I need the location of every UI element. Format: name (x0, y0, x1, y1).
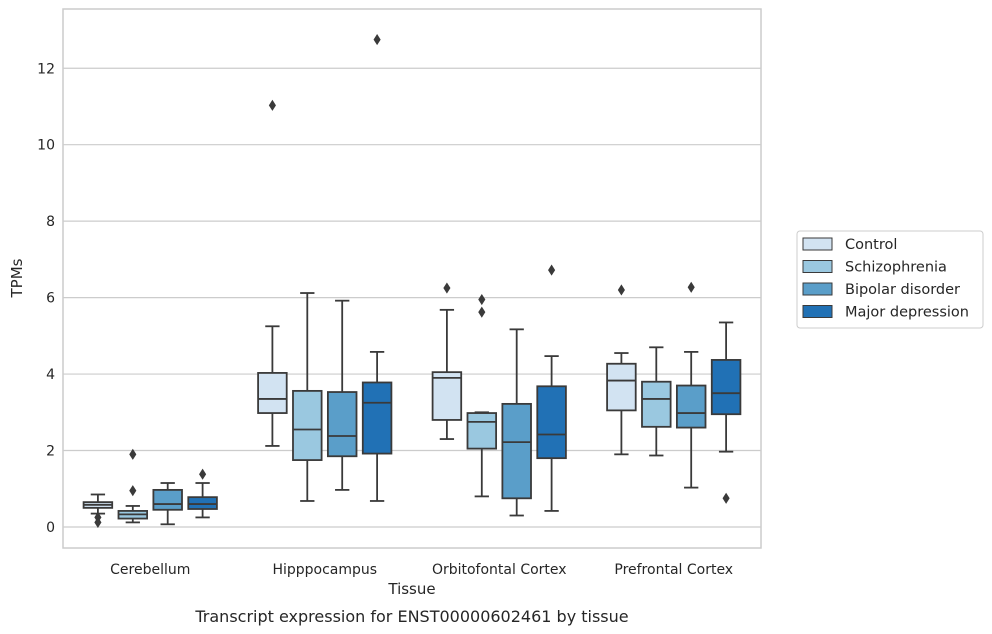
y-tick-label: 2 (46, 444, 55, 460)
y-axis-label: TPMs (8, 258, 26, 298)
y-tick-label: 6 (46, 291, 55, 307)
box-control (606, 284, 637, 456)
outlier-point (129, 485, 137, 497)
outlier-point (478, 306, 486, 318)
box-iqr (361, 381, 393, 455)
y-tick-label: 12 (37, 61, 55, 77)
y-tick-label: 10 (37, 138, 55, 154)
legend-swatch (802, 282, 833, 296)
chart-title: Transcript expression for ENST0000060246… (194, 607, 628, 626)
outlier-point (268, 99, 276, 111)
y-tick-labels: 0 2 4 6 8 10 12 (37, 61, 55, 536)
legend-label: Control (845, 237, 897, 253)
legend-swatch (802, 260, 833, 273)
box-iqr (710, 359, 742, 416)
box-schizophrenia (466, 293, 498, 498)
box-iqr (641, 380, 672, 428)
box-iqr (257, 372, 288, 414)
box-major-depression (187, 468, 218, 519)
box-iqr (675, 384, 707, 429)
x-tick-label: Hipppocampus (272, 562, 377, 578)
box-iqr (501, 402, 532, 500)
box-iqr (431, 371, 463, 421)
legend-label: Major depression (845, 305, 969, 321)
legend-swatch (802, 305, 833, 318)
outlier-point (617, 284, 625, 296)
outlier-point (129, 448, 137, 460)
y-tick-label: 8 (46, 214, 55, 230)
legend: Control Schizophrenia Bipolar disorder Majo… (796, 230, 984, 329)
box-bipolar-disorder (152, 482, 183, 526)
outlier-point (722, 492, 730, 504)
box-iqr (326, 391, 358, 458)
x-tick-label: Orbitofontal Cortex (432, 562, 567, 578)
box-bipolar-disorder (326, 299, 358, 491)
box-iqr (536, 385, 567, 460)
y-tick-label: 4 (46, 367, 55, 383)
boxes (82, 34, 742, 528)
box-bipolar-disorder (501, 328, 532, 517)
y-tick-label: 0 (46, 520, 55, 536)
box-control (431, 282, 463, 440)
x-tick-labels: Cerebellum Hipppocampus Orbitofontal Corte… (110, 562, 733, 578)
box-iqr (187, 496, 218, 510)
outlier-point (478, 293, 486, 306)
outlier-point (94, 516, 102, 528)
legend-label: Bipolar disorder (845, 282, 960, 298)
grid-lines (63, 67, 761, 528)
box-control (82, 493, 114, 528)
legend-label: Schizophrenia (845, 260, 947, 276)
box-major-depression (710, 321, 742, 504)
outlier-point (443, 282, 451, 294)
box-major-depression (536, 264, 567, 512)
box-schizophrenia (292, 292, 323, 502)
x-tick-label: Prefrontal Cortex (614, 562, 733, 578)
box-bipolar-disorder (675, 281, 707, 489)
legend-swatch (802, 237, 833, 251)
box-iqr (466, 412, 498, 450)
outlier-point (199, 468, 207, 480)
box-iqr (292, 389, 323, 461)
x-tick-label: Cerebellum (110, 562, 190, 578)
box-schizophrenia (641, 346, 672, 457)
box-schizophrenia (117, 448, 149, 524)
outlier-point (687, 281, 695, 293)
legend-frame (796, 230, 984, 329)
outlier-point (373, 34, 381, 46)
outlier-point (548, 264, 556, 276)
box-control (257, 99, 288, 447)
box-major-depression (361, 34, 393, 502)
box-iqr (152, 488, 183, 511)
box-iqr (606, 362, 637, 412)
plot-frame (62, 8, 762, 549)
x-axis-label: Tissue (387, 580, 435, 598)
